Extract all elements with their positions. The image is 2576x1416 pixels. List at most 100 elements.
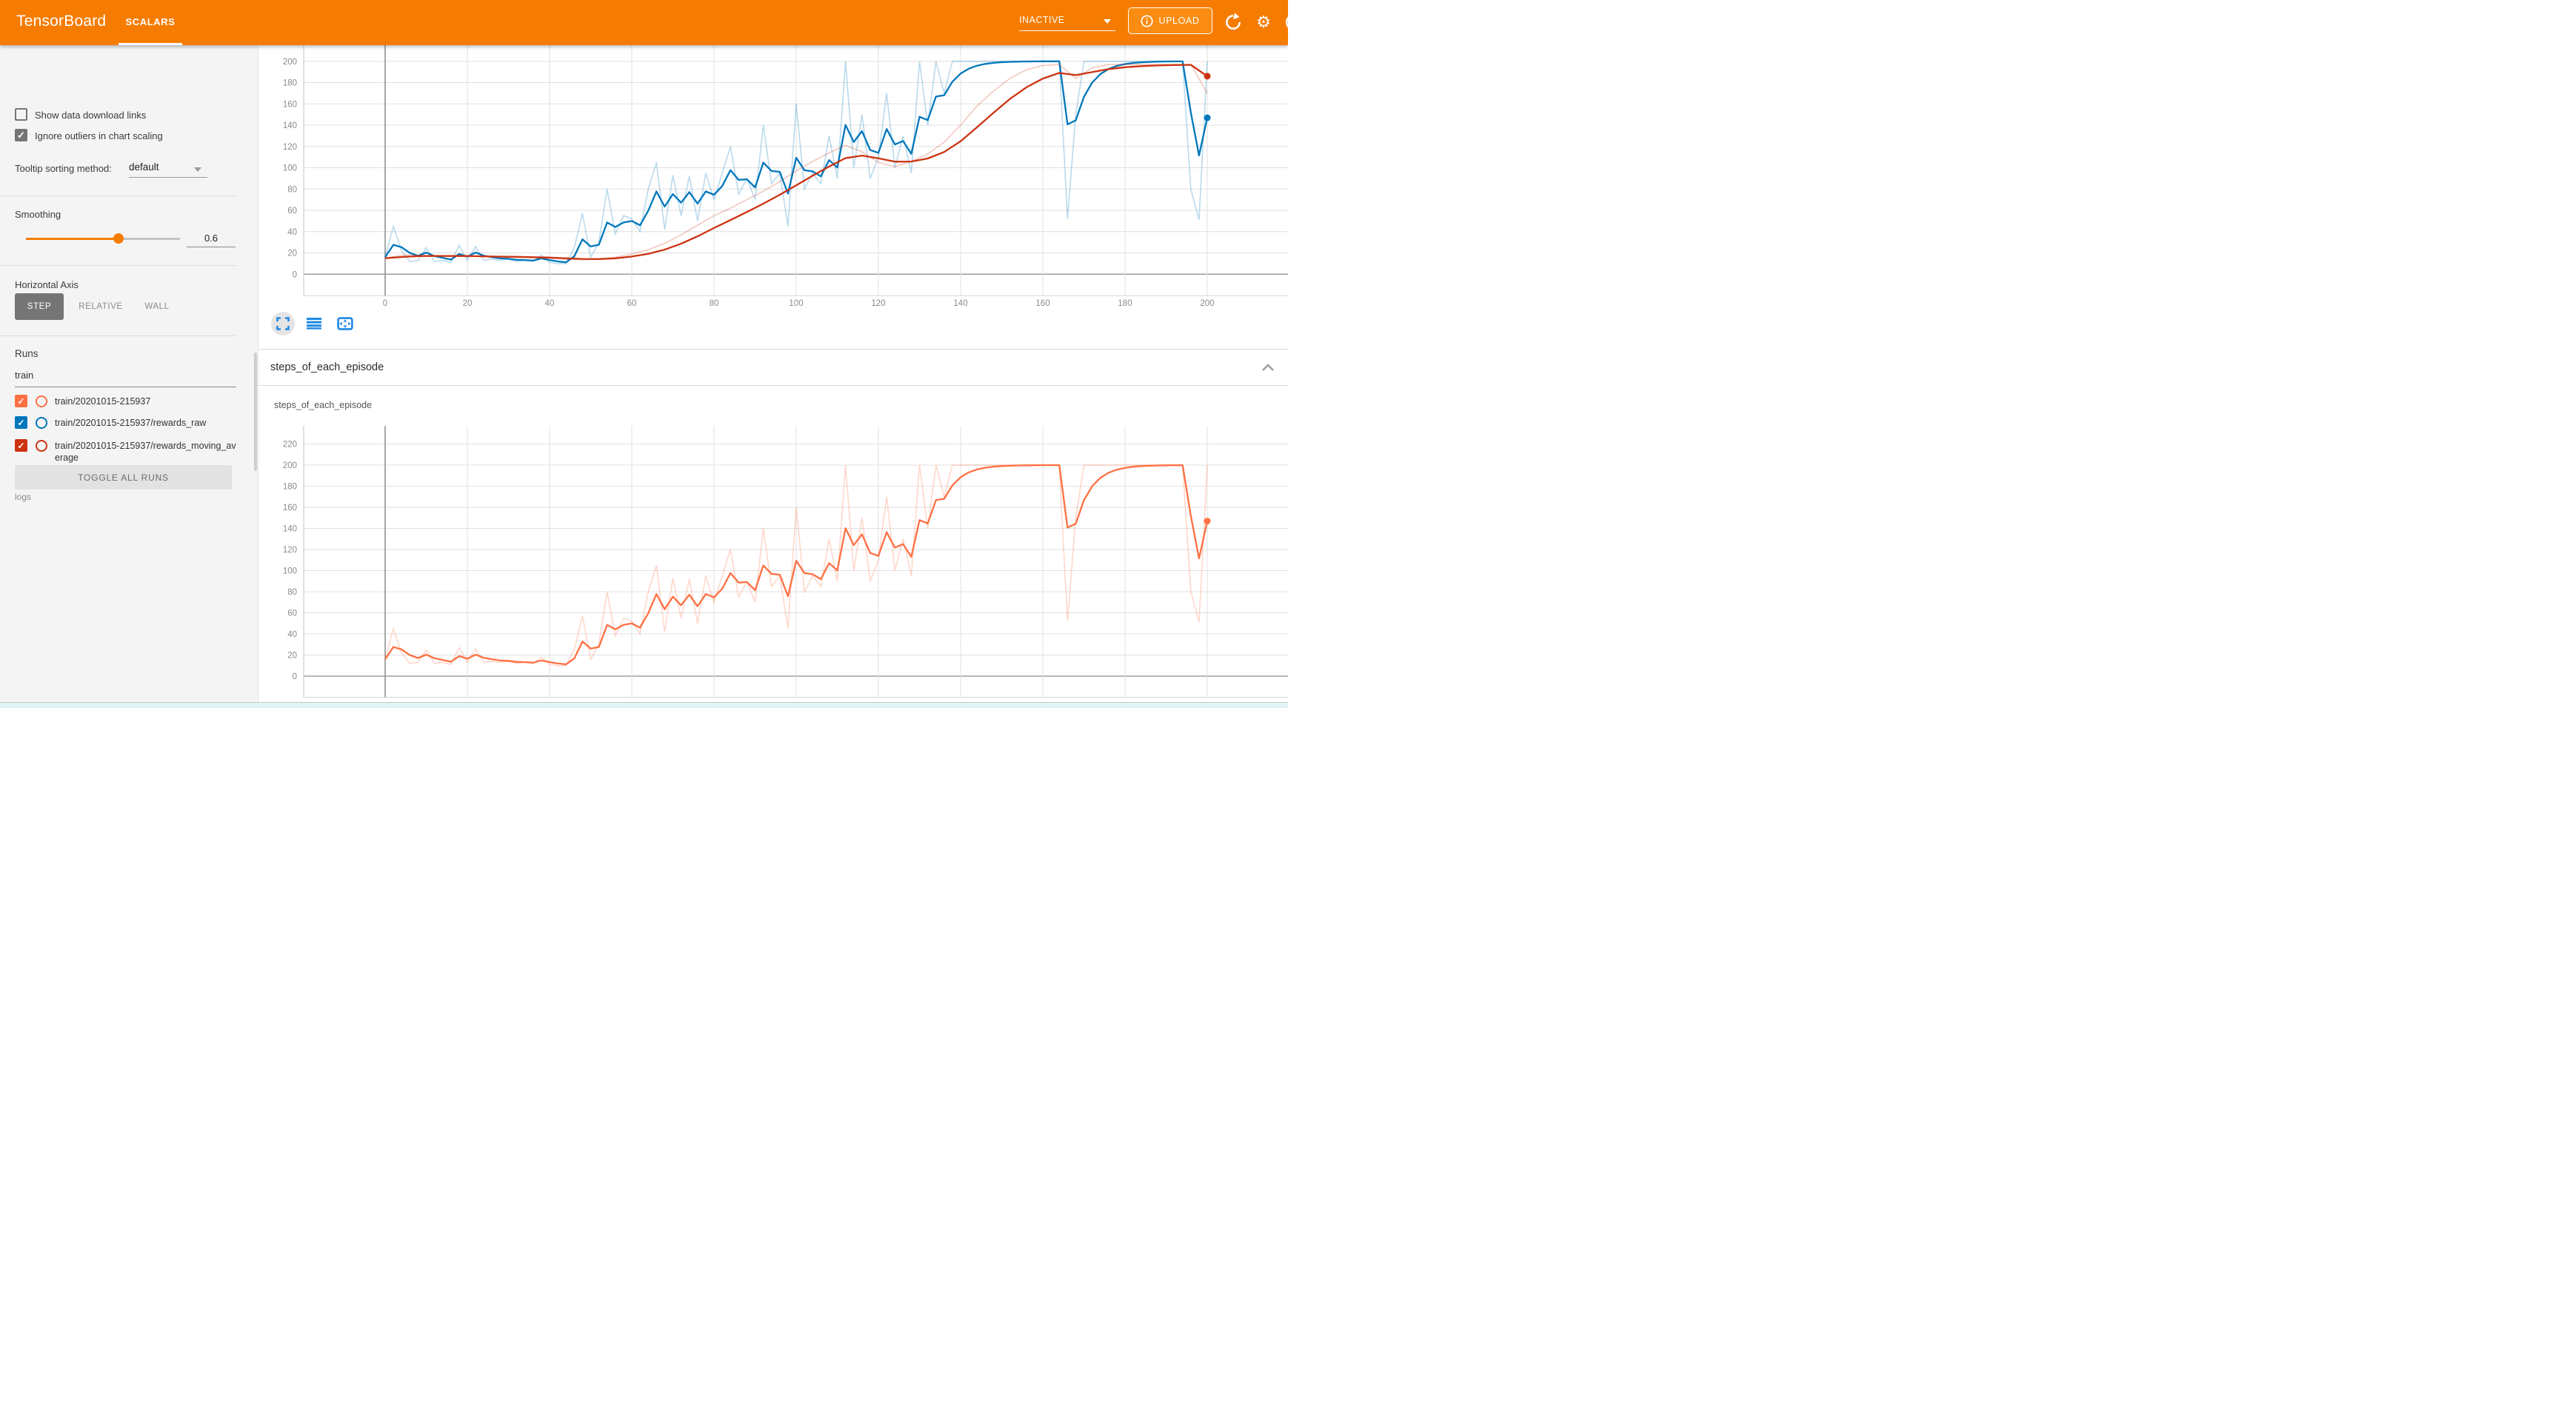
y-tick-label: 80 bbox=[287, 185, 297, 194]
app-title: TensorBoard bbox=[16, 13, 107, 30]
train/20201015-215937-endpoint-dot[interactable] bbox=[1204, 518, 1211, 525]
y-tick-label: 160 bbox=[283, 504, 297, 512]
axis-button-wall[interactable]: WALL bbox=[144, 302, 170, 311]
run-checkbox[interactable]: ✓ bbox=[15, 439, 27, 452]
check-icon: ✓ bbox=[17, 130, 25, 141]
check-icon: ✓ bbox=[17, 440, 25, 451]
app-header: TensorBoard SCALARS INACTIVE UPLOAD ⚙ bbox=[0, 0, 1288, 45]
checkbox-show-download-links[interactable] bbox=[15, 108, 27, 121]
chevron-up-icon[interactable] bbox=[1258, 359, 1278, 377]
x-tick-label: 80 bbox=[710, 299, 719, 308]
y-tick-label: 140 bbox=[283, 525, 297, 534]
x-tick-label: 120 bbox=[871, 299, 885, 308]
settings-sidebar: Show data download links ✓ Ignore outlie… bbox=[0, 45, 258, 702]
x-tick-label: 100 bbox=[789, 299, 803, 308]
x-tick-label: 40 bbox=[545, 299, 555, 308]
y-tick-label: 120 bbox=[283, 546, 297, 555]
help-circle-icon[interactable] bbox=[1284, 13, 1288, 32]
caret-down-icon[interactable] bbox=[194, 167, 201, 172]
smoothing-value[interactable]: 0.6 bbox=[204, 233, 218, 244]
toggle-all-runs-button[interactable]: TOGGLE ALL RUNS bbox=[15, 465, 232, 490]
logs-label: logs bbox=[15, 492, 32, 502]
check-icon: ✓ bbox=[17, 417, 25, 428]
log-scale-button[interactable] bbox=[302, 312, 326, 335]
section-header[interactable]: steps_of_each_episode bbox=[258, 349, 1288, 386]
run-color-ring-icon[interactable] bbox=[36, 417, 47, 429]
run-label: train/20201015-215937/rewards_moving_ave… bbox=[55, 441, 236, 463]
axis-button-relative[interactable]: RELATIVE bbox=[79, 302, 123, 311]
divider bbox=[0, 265, 236, 266]
info-circle-icon bbox=[1141, 14, 1154, 27]
run-checkbox[interactable]: ✓ bbox=[15, 395, 27, 407]
run-checkbox[interactable]: ✓ bbox=[15, 416, 27, 429]
run-label: train/20201015-215937 bbox=[55, 396, 151, 407]
y-tick-label: 100 bbox=[283, 164, 297, 173]
gear-icon[interactable]: ⚙ bbox=[1256, 13, 1271, 31]
tab-scalars[interactable]: SCALARS bbox=[119, 0, 182, 45]
expand-chart-button[interactable] bbox=[271, 312, 295, 335]
y-tick-label: 0 bbox=[293, 270, 297, 279]
smoothing-label: Smoothing bbox=[15, 209, 61, 220]
check-icon: ✓ bbox=[17, 395, 25, 407]
run-row[interactable]: ✓ train/20201015-215937 bbox=[15, 395, 244, 411]
steps-chart[interactable]: 0 20 40 60 80 100 120 140 160 180 200 220 bbox=[259, 426, 1288, 699]
status-value: INACTIVE bbox=[1019, 15, 1065, 25]
train/20201015-215937/rewards_raw-endpoint-dot[interactable] bbox=[1204, 114, 1211, 121]
run-color-ring-icon[interactable] bbox=[36, 395, 47, 407]
run-row[interactable]: ✓ train/20201015-215937/rewards_moving_a… bbox=[15, 439, 244, 466]
train/20201015-215937/rewards_moving_average-endpoint-dot[interactable] bbox=[1204, 73, 1211, 80]
y-tick-label: 20 bbox=[287, 250, 297, 258]
slider-thumb[interactable] bbox=[113, 233, 124, 244]
refresh-icon[interactable] bbox=[1224, 13, 1243, 32]
y-tick-label: 140 bbox=[283, 121, 297, 130]
tensorboard-app: TensorBoard SCALARS INACTIVE UPLOAD ⚙ Sh… bbox=[0, 0, 1288, 708]
section-title: steps_of_each_episode bbox=[270, 361, 384, 373]
chart-toolbar bbox=[271, 312, 357, 335]
runs-label: Runs bbox=[15, 348, 39, 359]
tooltip-sorting-select[interactable]: default bbox=[129, 161, 159, 173]
x-tick-label: 140 bbox=[953, 299, 967, 308]
run-row[interactable]: ✓ train/20201015-215937/rewards_raw bbox=[15, 416, 244, 433]
y-tick-label: 200 bbox=[283, 461, 297, 470]
train/20201015-215937/rewards_moving_average-line bbox=[384, 64, 1208, 260]
status-underline bbox=[1019, 30, 1115, 31]
axis-button-step[interactable]: STEP bbox=[15, 293, 64, 320]
checkbox-label: Show data download links bbox=[35, 110, 147, 121]
horizontal-axis-label: Horizontal Axis bbox=[15, 279, 79, 290]
checkbox-ignore-outliers[interactable]: ✓ bbox=[15, 129, 27, 141]
rewards-chart[interactable]: 0 20 40 60 80 100 120 140 160 180 200 0 20 40 60 80 100 1… bbox=[259, 45, 1288, 312]
smoothing-slider[interactable] bbox=[26, 233, 180, 244]
sidebar-scrollbar[interactable] bbox=[254, 353, 257, 471]
bottom-scroll-strip[interactable] bbox=[0, 702, 1288, 708]
chart-title: steps_of_each_episode bbox=[274, 400, 373, 410]
y-tick-label: 200 bbox=[283, 58, 297, 67]
x-tick-label: 0 bbox=[383, 299, 387, 308]
upload-label: UPLOAD bbox=[1158, 16, 1200, 26]
y-tick-label: 40 bbox=[287, 630, 297, 639]
y-tick-label: 40 bbox=[287, 228, 297, 237]
train/20201015-215937-line bbox=[384, 464, 1209, 666]
run-color-ring-icon[interactable] bbox=[36, 440, 47, 452]
run-label: train/20201015-215937/rewards_raw bbox=[55, 418, 207, 428]
x-tick-label: 160 bbox=[1035, 299, 1050, 308]
y-tick-label: 160 bbox=[283, 100, 297, 109]
checkbox-label: Ignore outliers in chart scaling bbox=[35, 130, 163, 141]
y-tick-label: 60 bbox=[287, 610, 297, 618]
upload-button[interactable]: UPLOAD bbox=[1128, 7, 1212, 34]
divider bbox=[0, 335, 236, 336]
y-tick-label: 60 bbox=[287, 207, 297, 216]
y-tick-label: 120 bbox=[283, 143, 297, 152]
bars-icon bbox=[307, 318, 321, 330]
fit-domain-button[interactable] bbox=[333, 312, 357, 335]
run-filter-input[interactable]: train bbox=[15, 370, 34, 381]
fit-data-icon bbox=[337, 317, 353, 330]
x-tick-label: 20 bbox=[463, 299, 473, 308]
y-tick-label: 180 bbox=[283, 79, 297, 88]
y-tick-label: 220 bbox=[283, 441, 297, 450]
x-tick-label: 180 bbox=[1118, 299, 1132, 308]
caret-down-icon bbox=[1104, 19, 1111, 24]
select-underline bbox=[129, 177, 207, 178]
y-tick-label: 0 bbox=[293, 672, 297, 681]
x-tick-label: 200 bbox=[1200, 299, 1214, 308]
status-dropdown[interactable]: INACTIVE bbox=[1019, 0, 1115, 45]
